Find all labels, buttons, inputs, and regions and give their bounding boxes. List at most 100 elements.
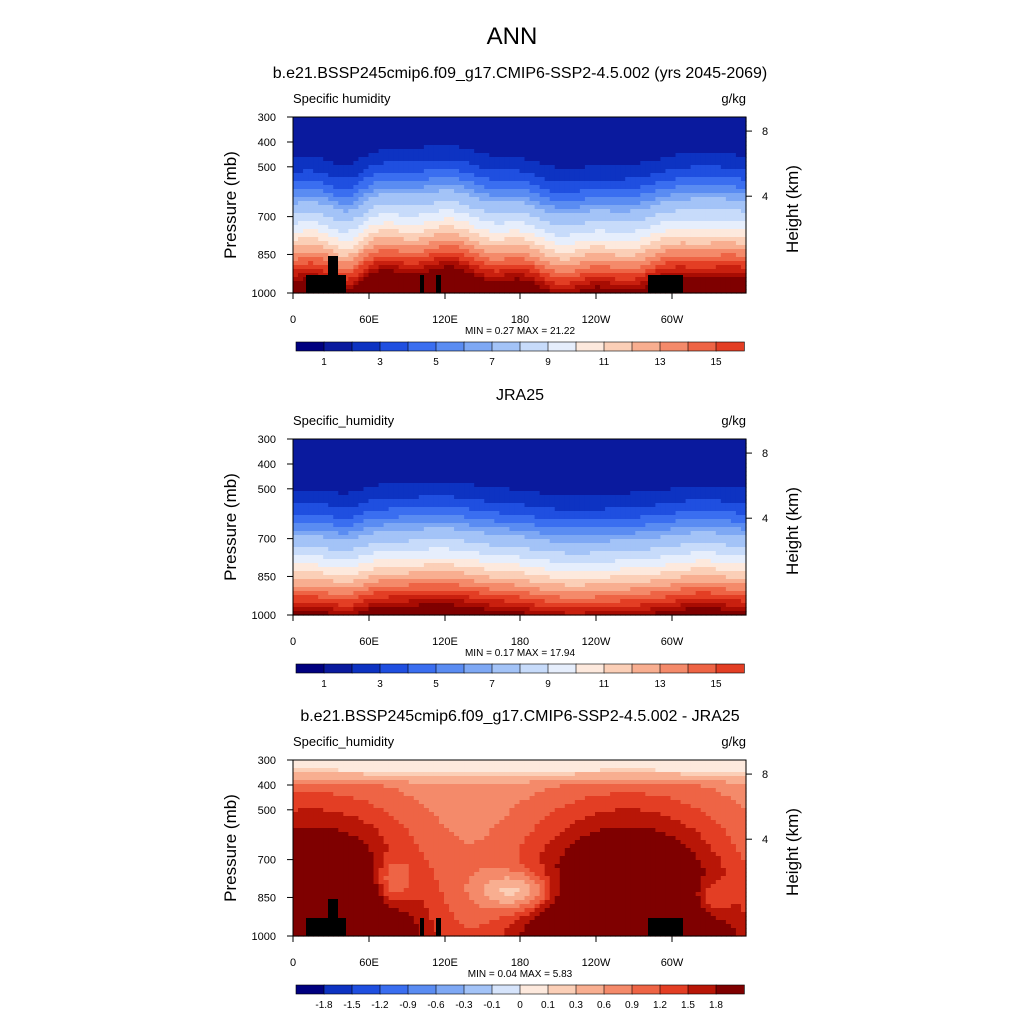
field-cell (454, 479, 460, 484)
field-cell (705, 285, 712, 290)
field-cell (685, 253, 692, 258)
field-cell (549, 463, 556, 468)
field-cell (554, 439, 561, 444)
field-cell (373, 475, 380, 480)
field-cell (524, 447, 531, 452)
field-cell (544, 475, 551, 480)
field-cell (715, 447, 722, 452)
field-cell (413, 273, 420, 278)
field-cell (640, 169, 646, 174)
field-cell (363, 443, 370, 448)
field-cell (564, 471, 571, 476)
field-cell (333, 185, 339, 190)
field-cell (534, 185, 541, 190)
field-cell (363, 173, 370, 178)
field-cell (383, 289, 390, 294)
field-cell (589, 463, 596, 468)
field-cell (534, 245, 541, 250)
field-cell (393, 471, 400, 476)
field-cell (383, 261, 390, 266)
field-cell (665, 241, 672, 246)
field-cell (740, 467, 747, 472)
field-cell (670, 189, 677, 194)
field-cell (735, 157, 742, 162)
field-cell (630, 129, 636, 134)
field-cell (680, 459, 687, 464)
field-cell (378, 133, 385, 138)
field-cell (554, 129, 561, 134)
field-cell (469, 221, 475, 226)
field-cell (514, 471, 521, 476)
field-cell (625, 173, 631, 178)
field-cell (293, 225, 299, 230)
field-cell (670, 197, 677, 202)
field-cell (645, 205, 651, 210)
field-cell (665, 265, 672, 270)
field-cell (408, 257, 415, 262)
field-cell (323, 225, 329, 230)
field-cell (474, 165, 480, 170)
field-cell (675, 157, 682, 162)
field-cell (544, 277, 551, 282)
field-cell (323, 221, 329, 226)
field-cell (584, 459, 591, 464)
field-cell (459, 281, 465, 286)
field-cell (705, 257, 712, 262)
field-cell (313, 173, 319, 178)
field-cell (514, 475, 521, 480)
field-cell (418, 443, 425, 448)
field-cell (610, 193, 616, 198)
field-cell (459, 141, 465, 146)
field-cell (740, 273, 747, 278)
field-cell (509, 117, 516, 122)
field-cell (368, 281, 375, 286)
field-cell (660, 233, 667, 238)
field-cell (544, 149, 551, 154)
field-cell (559, 193, 566, 198)
field-cell (444, 471, 450, 476)
field-cell (705, 145, 712, 150)
field-cell (600, 261, 606, 266)
field-cell (459, 229, 465, 234)
field-cell (494, 261, 500, 266)
field-cell (715, 289, 722, 294)
field-cell (579, 467, 586, 472)
field-cell (655, 173, 662, 178)
field-cell (298, 459, 304, 464)
field-cell (308, 209, 314, 214)
field-cell (293, 169, 299, 174)
field-cell (584, 455, 591, 460)
field-cell (428, 117, 435, 122)
field-cell (559, 459, 566, 464)
field-cell (333, 241, 339, 246)
field-cell (308, 229, 314, 234)
field-cell (529, 237, 536, 242)
field-cell (579, 153, 586, 158)
field-cell (665, 165, 672, 170)
field-cell (705, 229, 712, 234)
field-cell (690, 253, 697, 258)
field-cell (569, 205, 576, 210)
field-cell (293, 281, 299, 286)
field-cell (464, 157, 470, 162)
field-cell (630, 165, 636, 170)
field-cell (635, 233, 641, 238)
field-cell (469, 209, 475, 214)
field-cell (610, 181, 616, 186)
field-cell (514, 269, 521, 274)
field-cell (730, 137, 737, 142)
field-cell (343, 157, 349, 162)
field-cell (529, 129, 536, 134)
field-cell (549, 451, 556, 456)
field-cell (479, 451, 485, 456)
field-cell (358, 439, 365, 444)
field-cell (524, 125, 531, 130)
field-cell (398, 149, 405, 154)
field-cell (489, 141, 495, 146)
field-cell (363, 285, 370, 290)
field-cell (544, 289, 551, 294)
field-cell (620, 233, 626, 238)
field-cell (549, 165, 556, 170)
field-cell (494, 221, 500, 226)
